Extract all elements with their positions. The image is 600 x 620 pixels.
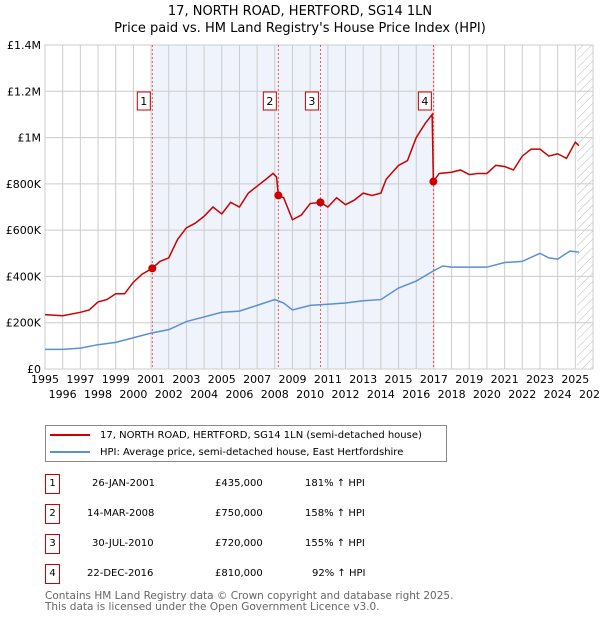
x-tick-label: 2016	[402, 388, 430, 401]
legend-swatch	[50, 434, 90, 436]
sale-price: £810,000	[215, 568, 263, 579]
footer-copyright: Contains HM Land Registry data © Crown c…	[45, 590, 454, 602]
plot-border	[44, 44, 594, 370]
legend-label: HPI: Average price, semi-detached house,…	[100, 446, 404, 458]
legend: 17, NORTH ROAD, HERTFORD, SG14 1LN (semi…	[45, 425, 447, 462]
y-tick-label: £1.4M	[7, 39, 41, 52]
legend-item-hpi: HPI: Average price, semi-detached house,…	[50, 444, 403, 460]
sale-hpi-change: 92% ↑ HPI	[312, 568, 366, 579]
sale-hpi-change: 155% ↑ HPI	[305, 538, 365, 549]
x-tick-label: 2013	[349, 373, 377, 386]
x-tick-label: 2002	[155, 388, 183, 401]
x-tick-label: 2006	[225, 388, 253, 401]
x-tick-label: 2017	[420, 373, 448, 386]
sale-point	[148, 264, 157, 273]
sale-label: 1	[140, 95, 147, 108]
x-tick-label: 2003	[172, 373, 200, 386]
sale-date: 14-MAR-2008	[87, 508, 155, 519]
x-tick-label: 2005	[208, 373, 236, 386]
legend-swatch	[50, 451, 90, 453]
table-row: 3 30-JUL-2010 £720,000 155% ↑ HPI	[45, 534, 465, 554]
sale-label-box	[417, 91, 432, 111]
y-tick-label: £0	[27, 363, 41, 376]
x-tick-label: 2026	[579, 388, 600, 401]
x-tick-label: 2021	[491, 373, 519, 386]
sale-date: 30-JUL-2010	[92, 538, 154, 549]
sale-hpi-change: 158% ↑ HPI	[305, 508, 365, 519]
x-tick-label: 2009	[278, 373, 306, 386]
x-tick-label: 2010	[296, 388, 324, 401]
sale-price: £720,000	[215, 538, 263, 549]
y-tick-label: £200K	[6, 317, 42, 330]
chart-subtitle: Price paid vs. HM Land Registry's House …	[114, 21, 486, 36]
x-tick-label: 2011	[314, 373, 342, 386]
sale-point	[274, 191, 283, 200]
sale-number-badge: 3	[45, 534, 60, 554]
sale-label-box	[262, 91, 277, 111]
x-tick-label: 1997	[66, 373, 94, 386]
legend-item-property: 17, NORTH ROAD, HERTFORD, SG14 1LN (semi…	[50, 427, 422, 443]
sale-hpi-change: 181% ↑ HPI	[305, 478, 365, 489]
table-row: 2 14-MAR-2008 £750,000 158% ↑ HPI	[45, 504, 465, 524]
table-row: 1 26-JAN-2001 £435,000 181% ↑ HPI	[45, 474, 465, 494]
x-tick-label: 2012	[332, 388, 360, 401]
x-tick-label: 2008	[261, 388, 289, 401]
sale-label: 2	[266, 95, 273, 108]
x-tick-label: 2007	[243, 373, 271, 386]
plot-area: 1995 1996 1997 1998 1999 2000 2001 2002 2003 2004…	[6, 39, 600, 401]
sale-price: £435,000	[215, 478, 263, 489]
x-tick-label: 2023	[526, 373, 554, 386]
sale-label-box	[304, 91, 319, 111]
x-tick-label: 2004	[190, 388, 218, 401]
sale-number-badge: 4	[45, 564, 60, 584]
sale-number-badge: 2	[45, 504, 60, 524]
table-row: 4 22-DEC-2016 £810,000 92% ↑ HPI	[45, 564, 465, 584]
x-tick-label: 1998	[84, 388, 112, 401]
x-tick-label: 2024	[544, 388, 572, 401]
forecast-hatch	[577, 45, 593, 369]
y-tick-label: £1M	[18, 132, 42, 145]
x-tick-label: 2015	[385, 373, 413, 386]
y-tick-label: £800K	[6, 178, 42, 191]
x-tick-label: 2001	[137, 373, 165, 386]
x-tick-label: 2025	[561, 373, 589, 386]
x-tick-label: 1999	[102, 373, 130, 386]
x-tick-label: 2018	[438, 388, 466, 401]
x-tick-label: 2014	[367, 388, 395, 401]
sale-point	[316, 198, 325, 207]
legend-label: 17, NORTH ROAD, HERTFORD, SG14 1LN (semi…	[100, 429, 422, 441]
sale-label-box	[136, 91, 151, 111]
series-line	[45, 250, 579, 351]
y-tick-label: £600K	[6, 224, 42, 237]
sale-date: 22-DEC-2016	[87, 568, 154, 579]
footer-licence: This data is licensed under the Open Gov…	[45, 601, 380, 613]
x-tick-label: 2000	[119, 388, 147, 401]
x-tick-label: 2019	[455, 373, 483, 386]
x-tick-label: 1995	[31, 373, 59, 386]
chart-title: 17, NORTH ROAD, HERTFORD, SG14 1LN	[167, 4, 433, 19]
sale-number-badge: 1	[45, 474, 60, 494]
sale-point	[429, 177, 438, 186]
sale-label: 3	[308, 95, 315, 108]
x-tick-label: 2020	[473, 388, 501, 401]
x-tick-label: 2022	[508, 388, 536, 401]
x-tick-label: 1996	[49, 388, 77, 401]
sale-date: 26-JAN-2001	[92, 478, 156, 489]
sale-label: 4	[421, 95, 428, 108]
y-tick-label: £400K	[6, 270, 42, 283]
sale-price: £750,000	[215, 508, 263, 519]
y-tick-label: £1.2M	[7, 85, 41, 98]
